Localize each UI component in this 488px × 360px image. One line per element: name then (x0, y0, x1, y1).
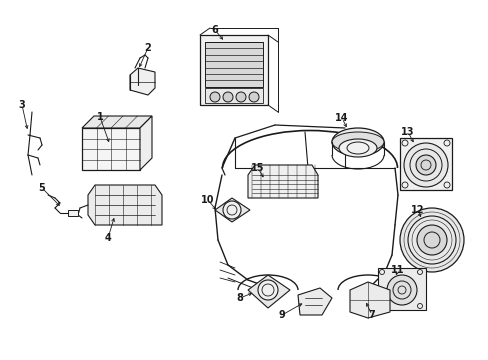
FancyBboxPatch shape (204, 88, 263, 103)
Circle shape (258, 280, 278, 300)
Text: 1: 1 (97, 112, 103, 122)
FancyBboxPatch shape (68, 210, 78, 216)
Polygon shape (200, 35, 267, 105)
Polygon shape (297, 288, 331, 315)
FancyBboxPatch shape (82, 128, 140, 170)
FancyBboxPatch shape (377, 268, 425, 310)
Circle shape (223, 92, 232, 102)
Polygon shape (88, 185, 162, 225)
Circle shape (223, 201, 241, 219)
Polygon shape (247, 275, 289, 308)
Text: 6: 6 (211, 25, 218, 35)
Text: 9: 9 (278, 310, 285, 320)
Ellipse shape (331, 132, 383, 152)
Text: 10: 10 (201, 195, 214, 205)
Text: 12: 12 (410, 205, 424, 215)
FancyBboxPatch shape (204, 42, 263, 87)
Circle shape (236, 92, 245, 102)
Text: 5: 5 (39, 183, 45, 193)
Text: 3: 3 (19, 100, 25, 110)
Polygon shape (140, 116, 152, 170)
Polygon shape (247, 165, 317, 198)
Text: 13: 13 (401, 127, 414, 137)
Text: 15: 15 (251, 163, 264, 173)
Text: 4: 4 (104, 233, 111, 243)
Text: 14: 14 (335, 113, 348, 123)
Circle shape (248, 92, 259, 102)
Polygon shape (82, 116, 152, 128)
Circle shape (209, 92, 220, 102)
Text: 2: 2 (144, 43, 151, 53)
Circle shape (399, 208, 463, 272)
Ellipse shape (338, 139, 376, 157)
Text: 11: 11 (390, 265, 404, 275)
Circle shape (416, 225, 446, 255)
Text: 8: 8 (236, 293, 243, 303)
Ellipse shape (331, 128, 383, 156)
FancyBboxPatch shape (399, 138, 451, 190)
Polygon shape (349, 282, 389, 318)
Circle shape (403, 143, 447, 187)
Circle shape (386, 275, 416, 305)
Polygon shape (130, 68, 155, 95)
Polygon shape (215, 198, 249, 222)
Circle shape (415, 155, 435, 175)
Text: 7: 7 (368, 310, 375, 320)
